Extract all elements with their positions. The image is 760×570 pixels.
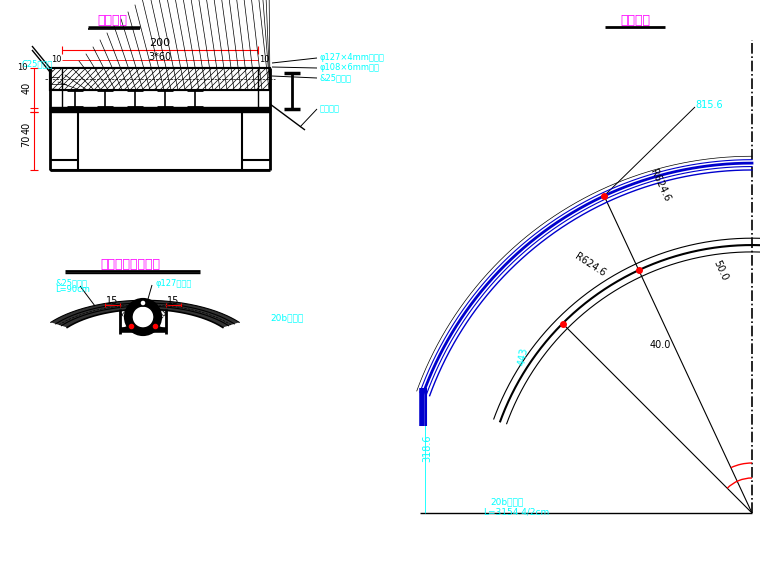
Text: L=3154.4/2cm: L=3154.4/2cm <box>483 507 549 516</box>
Bar <box>50 68 270 90</box>
Text: 50.0: 50.0 <box>711 258 729 282</box>
Polygon shape <box>51 300 239 328</box>
Text: 套拱剖面: 套拱剖面 <box>97 14 127 27</box>
Text: φ127×4mm孔口管: φ127×4mm孔口管 <box>320 54 385 63</box>
Text: 10: 10 <box>117 308 131 322</box>
Bar <box>50 107 270 112</box>
Text: 40.0: 40.0 <box>649 340 670 350</box>
Text: C25混凝料: C25混凝料 <box>22 59 53 68</box>
Text: 复合衬砌: 复合衬砌 <box>320 104 340 113</box>
Circle shape <box>140 300 146 306</box>
Text: 10: 10 <box>155 308 169 322</box>
Text: 815.6: 815.6 <box>695 100 723 110</box>
Text: 10: 10 <box>51 55 62 64</box>
Text: 40: 40 <box>22 82 32 94</box>
Text: 孔口管安装示意图: 孔口管安装示意图 <box>100 259 160 271</box>
Text: R624.6: R624.6 <box>573 251 607 279</box>
Text: 钢束大样: 钢束大样 <box>620 14 650 27</box>
Text: R624.6: R624.6 <box>648 167 672 203</box>
Text: 20b工字钢: 20b工字钢 <box>490 498 523 507</box>
Text: &25固定筋: &25固定筋 <box>55 279 87 287</box>
Text: 318.6: 318.6 <box>422 434 432 462</box>
Text: φ127孔口管: φ127孔口管 <box>155 279 192 287</box>
Text: 10: 10 <box>258 55 269 64</box>
Text: &25固定筋: &25固定筋 <box>320 74 352 83</box>
Text: 70: 70 <box>21 135 31 147</box>
Text: 15: 15 <box>166 296 179 306</box>
Bar <box>50 68 270 90</box>
Text: φ108×6mm钢管: φ108×6mm钢管 <box>320 63 380 72</box>
Circle shape <box>126 300 160 334</box>
Text: 200: 200 <box>150 38 170 48</box>
Text: 15: 15 <box>106 296 119 306</box>
Text: L=90cm: L=90cm <box>55 284 90 294</box>
Bar <box>50 68 270 90</box>
Text: 443: 443 <box>516 347 530 367</box>
Text: 10: 10 <box>17 63 27 72</box>
Circle shape <box>132 306 154 328</box>
Text: 40: 40 <box>22 122 32 134</box>
Text: 20b工字钢: 20b工字钢 <box>270 314 303 323</box>
Text: 3*60: 3*60 <box>148 52 172 62</box>
